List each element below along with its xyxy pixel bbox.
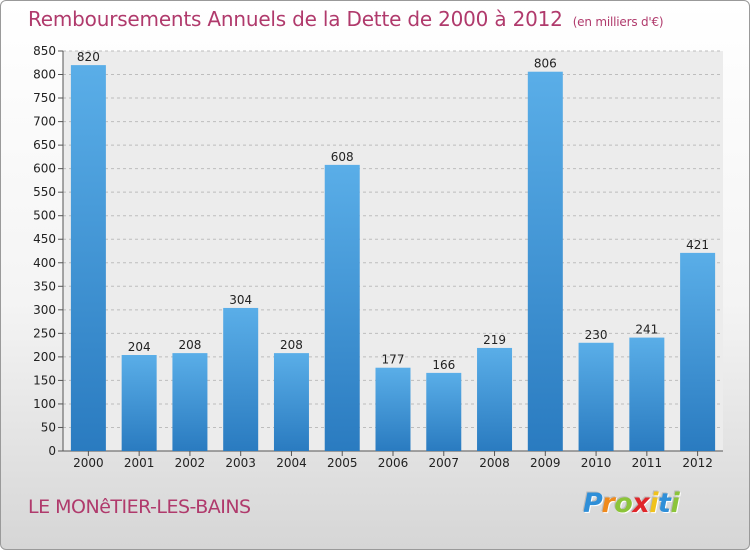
y-tick-label: 200 <box>33 350 56 364</box>
data-label-2008: 219 <box>483 333 506 347</box>
y-tick-label: 800 <box>33 68 56 82</box>
proxiti-logo: Proxiti <box>583 488 680 519</box>
data-label-2007: 166 <box>432 358 455 372</box>
logo-letter: r <box>601 488 615 519</box>
y-tick-label: 350 <box>33 279 56 293</box>
y-tick-label: 650 <box>33 138 56 152</box>
bar-2011 <box>629 337 665 451</box>
x-tick-label-2007: 2007 <box>428 456 459 470</box>
y-tick-label: 0 <box>48 444 56 458</box>
x-tick-label-2008: 2008 <box>479 456 510 470</box>
bar-2012 <box>680 252 716 451</box>
y-tick-label: 750 <box>33 91 56 105</box>
x-tick-label-2000: 2000 <box>73 456 104 470</box>
bar-2003 <box>223 307 259 451</box>
y-tick-label: 600 <box>33 162 56 176</box>
x-tick-label-2012: 2012 <box>682 456 713 470</box>
y-tick-label: 250 <box>33 326 56 340</box>
logo-letter: o <box>614 488 633 519</box>
data-label-2003: 304 <box>229 293 252 307</box>
data-label-2012: 421 <box>686 238 709 252</box>
bar-2001 <box>121 355 157 451</box>
bar-2008 <box>477 347 513 451</box>
bar-2004 <box>273 353 309 451</box>
data-label-2010: 230 <box>585 328 608 342</box>
y-tick-label: 850 <box>33 44 56 58</box>
logo-letter: t <box>658 488 671 519</box>
y-tick-label: 150 <box>33 373 56 387</box>
bar-2005 <box>324 164 360 451</box>
logo-letter: i <box>649 488 659 519</box>
y-tick-label: 300 <box>33 303 56 317</box>
data-label-2005: 608 <box>331 150 354 164</box>
x-tick-label-2005: 2005 <box>327 456 358 470</box>
x-tick-label-2003: 2003 <box>225 456 256 470</box>
data-label-2006: 177 <box>382 353 405 367</box>
x-tick-label-2004: 2004 <box>276 456 307 470</box>
commune-name: LE MONêTIER-LES-BAINS <box>28 496 251 518</box>
data-label-2001: 204 <box>128 340 151 354</box>
x-tick-label-2011: 2011 <box>632 456 663 470</box>
x-tick-label-2002: 2002 <box>175 456 206 470</box>
bar-2010 <box>578 342 614 451</box>
data-label-2000: 820 <box>77 50 100 64</box>
logo-letter: i <box>670 488 680 519</box>
data-label-2009: 806 <box>534 57 557 71</box>
chart-unit-label: (en milliers d'€) <box>572 15 664 29</box>
bar-2002 <box>172 353 208 451</box>
data-label-2002: 208 <box>178 338 201 352</box>
y-tick-label: 50 <box>41 420 56 434</box>
data-label-2011: 241 <box>635 323 658 337</box>
bar-2007 <box>426 372 462 451</box>
data-label-2004: 208 <box>280 338 303 352</box>
bar-2000 <box>70 65 106 451</box>
bar-2009 <box>527 71 563 452</box>
bar-2006 <box>375 367 411 451</box>
chart-title-text: Remboursements Annuels de la Dette de 20… <box>28 7 563 31</box>
y-tick-label: 450 <box>33 232 56 246</box>
x-tick-label-2009: 2009 <box>530 456 561 470</box>
x-tick-label-2010: 2010 <box>581 456 612 470</box>
x-tick-label-2006: 2006 <box>378 456 409 470</box>
y-tick-label: 100 <box>33 397 56 411</box>
y-tick-label: 550 <box>33 185 56 199</box>
y-tick-label: 400 <box>33 256 56 270</box>
logo-letter: x <box>632 488 650 519</box>
logo-letter: P <box>583 488 602 519</box>
x-tick-label-2001: 2001 <box>124 456 155 470</box>
y-tick-label: 700 <box>33 115 56 129</box>
y-tick-label: 500 <box>33 209 56 223</box>
chart-title: Remboursements Annuels de la Dette de 20… <box>28 7 664 31</box>
